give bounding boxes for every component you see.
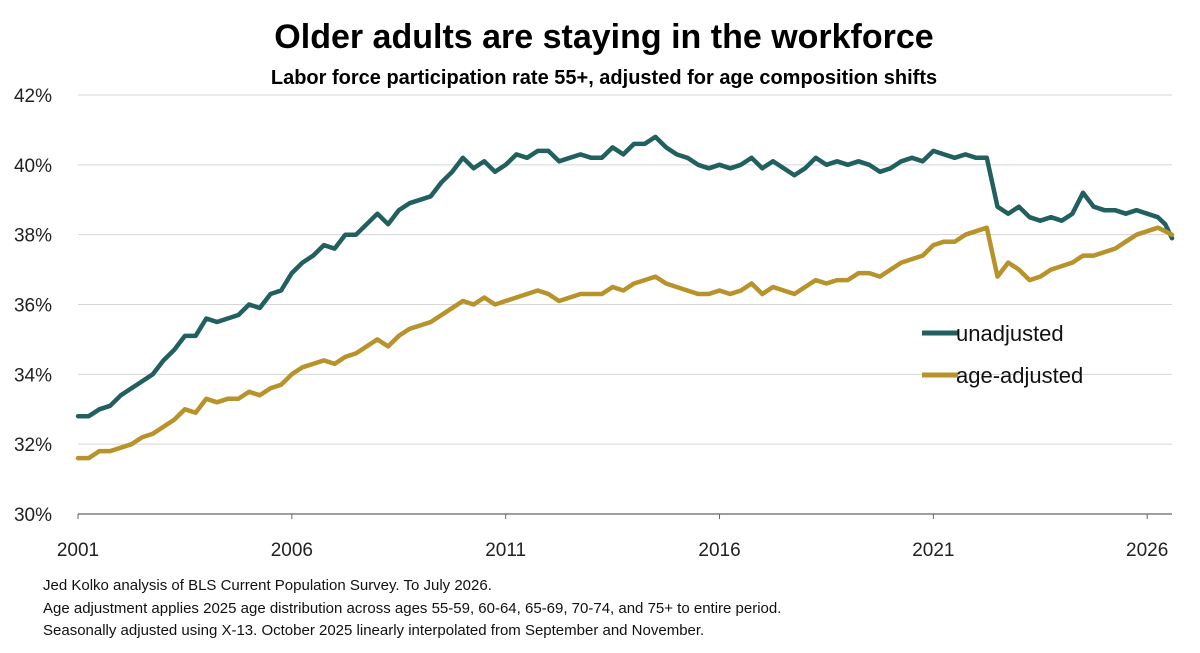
x-tick-label: 2026 bbox=[1126, 540, 1168, 561]
y-tick-label: 40% bbox=[14, 156, 52, 177]
legend-label-age-adjusted: age-adjusted bbox=[956, 363, 1083, 388]
source-note-line: Age adjustment applies 2025 age distribu… bbox=[43, 599, 782, 617]
source-note-line: Jed Kolko analysis of BLS Current Popula… bbox=[43, 577, 492, 594]
y-tick-label: 30% bbox=[14, 505, 52, 526]
x-axis-ticks: 2001 2006 2011 2016 2021 2026 bbox=[57, 514, 1168, 561]
y-tick-label: 34% bbox=[14, 365, 52, 386]
x-tick-label: 2011 bbox=[485, 540, 526, 561]
x-tick-label: 2016 bbox=[698, 540, 740, 561]
y-tick-label: 38% bbox=[14, 226, 52, 247]
series-lines bbox=[75, 134, 1175, 461]
series-line-unadjusted bbox=[75, 134, 1175, 419]
source-note-line: Seasonally adjusted using X-13. October … bbox=[43, 622, 705, 639]
chart-subtitle: Labor force participation rate 55+, adju… bbox=[271, 67, 937, 89]
line-chart: Older adults are staying in the workforc… bbox=[14, 18, 1175, 561]
x-tick-label: 2006 bbox=[271, 540, 313, 561]
legend-label-unadjusted: unadjusted bbox=[956, 321, 1064, 346]
y-tick-label: 32% bbox=[14, 435, 52, 456]
gridlines bbox=[78, 94, 1172, 515]
x-tick-label: 2001 bbox=[57, 540, 99, 561]
chart-title: Older adults are staying in the workforc… bbox=[274, 18, 933, 56]
y-axis-ticks: 30% 32% 34% 36% 38% 40% 42% bbox=[14, 86, 52, 526]
y-tick-label: 42% bbox=[14, 86, 52, 107]
y-tick-label: 36% bbox=[14, 296, 52, 317]
x-tick-label: 2021 bbox=[912, 540, 954, 561]
legend: unadjusted age-adjusted bbox=[922, 321, 1083, 388]
series-line-age-adjusted bbox=[75, 225, 1175, 461]
source-notes: Jed Kolko analysis of BLS Current Popula… bbox=[43, 575, 781, 643]
